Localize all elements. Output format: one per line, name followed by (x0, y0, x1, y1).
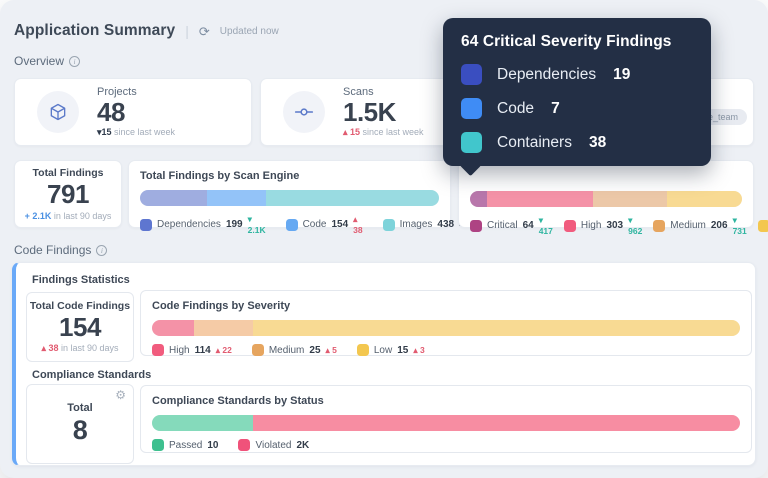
projects-label: Projects (97, 85, 137, 98)
legend-swatch (356, 344, 369, 356)
legend-item-passed[interactable]: Passed 10 (152, 439, 218, 451)
legend-swatch (251, 344, 264, 356)
legend-swatch (152, 439, 164, 451)
header-divider: | (185, 23, 189, 39)
legend-swatch (152, 344, 164, 356)
legend-item-high[interactable]: High 114 ▴ 22 (152, 344, 232, 356)
code-findings-panel: Findings Statistics Total Code Findings … (12, 262, 756, 466)
total-findings-value: 791 (47, 179, 89, 210)
severity-legend: Critical 64 ▾ 417 High 303 ▾ 962 Medium … (470, 215, 768, 236)
legend-item-low[interactable]: Low 15 ▴ 3 (356, 344, 425, 356)
compliance-total-value: 8 (72, 414, 88, 445)
total-findings-delta: + 2.1K in last 90 days (24, 210, 112, 221)
bar-segment-passed[interactable] (152, 415, 254, 431)
compliance-status-card: Compliance Standards by Status Passed 10… (140, 385, 752, 453)
total-code-findings-card: Total Code Findings 154 ▴ 38 in last 90 … (26, 292, 134, 362)
overview-section-label: Overview i (14, 54, 81, 68)
tooltip-row-code: Code 7 (461, 98, 693, 119)
tooltip-row-dependencies: Dependencies 19 (461, 64, 693, 85)
legend-item-code[interactable]: Code 154 ▴ 38 (285, 214, 363, 235)
bar-segment-critical[interactable] (470, 191, 488, 207)
compliance-standards-label: Compliance Standards (32, 369, 152, 381)
code-severity-bar (152, 320, 740, 336)
legend-swatch (238, 439, 251, 451)
bar-segment-code[interactable] (207, 190, 266, 206)
info-icon[interactable]: i (96, 244, 108, 256)
legend-swatch (653, 219, 666, 232)
compliance-status-title: Compliance Standards by Status (152, 395, 324, 407)
code-swatch (461, 98, 482, 119)
gear-icon[interactable]: ⚙ (115, 388, 126, 402)
header: Application Summary | ⟳ Updated now (14, 22, 279, 40)
bar-segment-violated[interactable] (253, 415, 740, 431)
severity-card: Critical 64 ▾ 417 High 303 ▾ 962 Medium … (458, 160, 768, 236)
scan-engine-title: Total Findings by Scan Engine (140, 170, 300, 182)
legend-item-medium[interactable]: Medium 206 ▾ 731 (653, 215, 747, 236)
info-icon[interactable]: i (69, 55, 81, 67)
bar-segment-low[interactable] (253, 320, 740, 336)
legend-item-violated[interactable]: Violated 2K (238, 439, 309, 451)
legend-item-images[interactable]: Images 438 — (382, 218, 468, 231)
projects-card: Projects 48 ▾15 since last week (14, 78, 252, 146)
total-code-findings-value: 154 (59, 311, 101, 342)
scans-delta: ▴ 15 since last week (343, 127, 424, 138)
legend-item-medium[interactable]: Medium 25 ▴ 5 (251, 344, 337, 356)
legend-swatch (757, 219, 768, 232)
containers-swatch (461, 132, 482, 153)
scans-label: Scans (343, 85, 374, 98)
bar-segment-high[interactable] (487, 191, 594, 207)
bar-segment-medium[interactable] (194, 320, 254, 336)
compliance-status-bar (152, 415, 740, 431)
bar-segment-images[interactable] (265, 190, 439, 206)
findings-statistics-label: Findings Statistics (32, 274, 130, 286)
updated-status: Updated now (219, 25, 279, 37)
bar-segment-high[interactable] (152, 320, 195, 336)
compliance-total-card: ⚙ Total 8 (26, 384, 134, 464)
scans-icon-circle (283, 91, 325, 133)
projects-value: 48 (97, 96, 125, 127)
legend-item-dependencies[interactable]: Dependencies 199 ▾ 2.1K (140, 214, 266, 235)
page-title: Application Summary (14, 22, 176, 39)
scan-engine-legend: Dependencies 199 ▾ 2.1K Code 154 ▴ 38 Im… (140, 214, 468, 235)
scans-value: 1.5K (343, 96, 396, 127)
projects-icon-circle (37, 91, 79, 133)
cube-icon (50, 103, 66, 121)
tooltip-title: 64 Critical Severity Findings (461, 33, 672, 50)
legend-swatch (140, 218, 152, 231)
legend-item-high[interactable]: High 303 ▾ 962 (563, 215, 642, 236)
code-severity-card: Code Findings by Severity High 114 ▴ 22 … (140, 290, 752, 356)
total-code-findings-label: Total Code Findings (29, 299, 131, 312)
legend-swatch (470, 219, 482, 232)
total-code-findings-delta: ▴ 38 in last 90 days (41, 343, 119, 354)
bar-segment-medium[interactable] (593, 191, 667, 207)
projects-delta: ▾15 since last week (97, 127, 176, 138)
refresh-icon[interactable]: ⟳ (198, 23, 210, 39)
compliance-status-legend: Passed 10 Violated 2K (152, 439, 740, 451)
compliance-total-label: Total (67, 401, 93, 414)
bar-segment-low[interactable] (666, 191, 742, 207)
total-findings-label: Total Findings (32, 167, 104, 180)
scan-commit-icon (294, 108, 314, 116)
scan-engine-bar (140, 190, 439, 206)
dependencies-swatch (461, 64, 482, 85)
legend-item-critical[interactable]: Critical 64 ▾ 417 (470, 215, 553, 236)
scan-engine-card: Total Findings by Scan Engine Dependenci… (128, 160, 468, 235)
legend-item-low[interactable]: Low 218 ▾ 30 (757, 215, 768, 236)
total-findings-card: Total Findings 791 + 2.1K in last 90 day… (14, 160, 122, 228)
code-severity-legend: High 114 ▴ 22 Medium 25 ▴ 5 Low 15 ▴ 3 (152, 344, 740, 356)
code-severity-title: Code Findings by Severity (152, 300, 291, 312)
severity-bar (470, 191, 742, 207)
tooltip-row-containers: Containers 38 (461, 132, 693, 153)
critical-findings-tooltip: 64 Critical Severity Findings Dependenci… (443, 18, 711, 177)
legend-swatch (382, 218, 395, 231)
legend-swatch (285, 218, 298, 231)
legend-swatch (563, 219, 576, 232)
overview-label-text: Overview (14, 54, 65, 68)
code-findings-label-text: Code Findings (14, 243, 92, 257)
bar-segment-dependencies[interactable] (140, 190, 208, 206)
code-findings-section-label: Code Findings i (14, 243, 108, 257)
